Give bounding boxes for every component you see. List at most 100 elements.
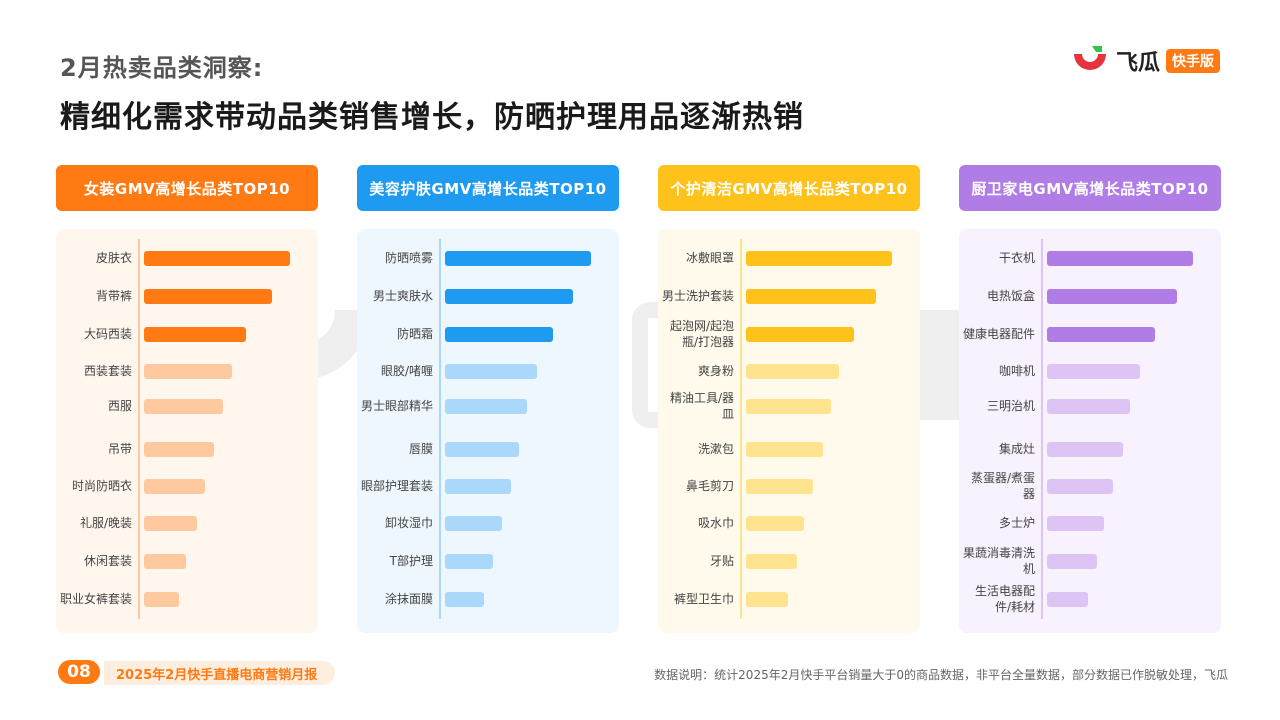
chart-bar (445, 289, 573, 304)
chart-bar (746, 554, 797, 569)
chart-axis-line (740, 239, 742, 619)
chart-bar (746, 399, 831, 414)
category-label: 男士眼部精华 (360, 399, 433, 413)
chart-row: 职业女裤套装 (56, 580, 318, 618)
logo-text: 飞瓜 (1115, 51, 1160, 76)
category-label: 裤型卫生巾 (673, 592, 734, 606)
chart-panel-4: 厨卫家电GMV高增长品类TOP10 干衣机 电热饭盒 健康电器配件 咖啡机 三明治机 集成灶… (959, 165, 1221, 633)
chart-plot-area: 冰敷眼罩 男士洗护套装 起泡网/起泡瓶/打泡器 爽身粉 精油工具/器皿 洗漱包 鼻毛剪刀 吸水… (658, 229, 920, 633)
chart-bar (445, 479, 511, 494)
chart-row: 精油工具/器皿 (658, 387, 920, 425)
chart-row: 裤型卫生巾 (658, 580, 920, 618)
category-label: 吸水巾 (697, 516, 734, 530)
chart-bar (445, 251, 591, 266)
category-label: 防晒霜 (396, 327, 433, 341)
category-label: 生活电器配件/耗材 (974, 584, 1035, 614)
chart-row: 集成灶 (959, 430, 1221, 468)
chart-title: 女装GMV高增长品类TOP10 (56, 165, 318, 211)
chart-title: 个护清洁GMV高增长品类TOP10 (658, 165, 920, 211)
chart-bar (144, 327, 246, 342)
report-name: 2025年2月快手直播电商营销月报 (104, 661, 336, 685)
chart-bar (144, 251, 290, 266)
chart-row: 三明治机 (959, 387, 1221, 425)
chart-bar (445, 399, 527, 414)
page-number: 08 (58, 660, 100, 684)
category-label: 男士洗护套装 (661, 289, 734, 303)
chart-bar (1047, 592, 1088, 607)
chart-bar (445, 592, 484, 607)
chart-row: 蒸蛋器/煮蛋器 (959, 467, 1221, 505)
chart-bar (144, 442, 214, 457)
chart-row: 时尚防晒衣 (56, 467, 318, 505)
chart-row: 咖啡机 (959, 352, 1221, 390)
category-label: 卸妆湿巾 (384, 516, 433, 530)
chart-panel-1: 女装GMV高增长品类TOP10 皮肤衣背带裤大码西装西装套装西服吊带时尚防晒衣礼服… (56, 165, 318, 633)
category-label: 咖啡机 (998, 364, 1035, 378)
chart-row: 果蔬消毒清洗机 (959, 542, 1221, 580)
category-label: 礼服/晚装 (79, 516, 132, 530)
chart-bar (445, 327, 553, 342)
category-label: 大码西装 (83, 327, 132, 341)
category-label: 眼部护理套装 (360, 479, 433, 493)
chart-bar (144, 364, 232, 379)
chart-title: 厨卫家电GMV高增长品类TOP10 (959, 165, 1221, 211)
chart-bar (746, 442, 823, 457)
chart-bar (1047, 442, 1123, 457)
category-label: T部护理 (389, 554, 433, 568)
chart-bar (144, 516, 197, 531)
chart-bar (144, 592, 179, 607)
brand-logo: 飞瓜 快手版 (1070, 44, 1220, 78)
chart-bar (445, 442, 519, 457)
chart-row: 吊带 (56, 430, 318, 468)
chart-plot-area: 干衣机 电热饭盒 健康电器配件 咖啡机 三明治机 集成灶 蒸蛋器/煮蛋器 多士炉 果蔬消毒清洗机… (959, 229, 1221, 633)
chart-row: 西装套装 (56, 352, 318, 390)
category-label: 皮肤衣 (95, 251, 132, 265)
chart-row: 多士炉 (959, 504, 1221, 542)
chart-row: 大码西装 (56, 315, 318, 353)
chart-row: 男士眼部精华 (357, 387, 619, 425)
category-label: 果蔬消毒清洗机 (962, 546, 1035, 576)
chart-row: 电热饭盒 (959, 277, 1221, 315)
category-label: 唇膜 (408, 442, 433, 456)
report-headline: 精细化需求带动品类销售增长，防晒护理用品逐渐热销 (60, 100, 804, 135)
chart-bar (144, 399, 223, 414)
chart-row: 吸水巾 (658, 504, 920, 542)
chart-bar (144, 554, 186, 569)
chart-row: 干衣机 (959, 239, 1221, 277)
chart-row: 牙贴 (658, 542, 920, 580)
category-label: 干衣机 (998, 251, 1035, 265)
chart-row: 眼胶/啫喱 (357, 352, 619, 390)
chart-row: 礼服/晚装 (56, 504, 318, 542)
chart-bar (746, 479, 813, 494)
chart-bar (1047, 251, 1193, 266)
chart-panel-2: 美容护肤GMV高增长品类TOP10 防晒喷雾 男士爽肤水 防晒霜 眼胶/啫喱 男士眼部精华… (357, 165, 619, 633)
chart-row: 休闲套装 (56, 542, 318, 580)
chart-bar (445, 364, 537, 379)
category-label: 三明治机 (986, 399, 1035, 413)
chart-plot-area: 防晒喷雾 男士爽肤水 防晒霜 眼胶/啫喱 男士眼部精华 唇膜 眼部护理套装 卸妆湿巾 T部护理涂… (357, 229, 619, 633)
category-label: 集成灶 (998, 442, 1035, 456)
chart-row: 鼻毛剪刀 (658, 467, 920, 505)
chart-row: 洗漱包 (658, 430, 920, 468)
chart-axis-line (1041, 239, 1043, 619)
chart-row: 男士爽肤水 (357, 277, 619, 315)
chart-row: 背带裤 (56, 277, 318, 315)
chart-bar (445, 516, 502, 531)
chart-bar (746, 327, 854, 342)
category-label: 精油工具/器皿 (669, 391, 734, 421)
category-label: 多士炉 (998, 516, 1035, 530)
category-label: 吊带 (107, 442, 132, 456)
chart-row: 皮肤衣 (56, 239, 318, 277)
chart-bar (1047, 479, 1113, 494)
category-label: 鼻毛剪刀 (685, 479, 734, 493)
category-label: 职业女裤套装 (59, 592, 132, 606)
category-label: 蒸蛋器/煮蛋器 (970, 471, 1035, 501)
category-label: 背带裤 (95, 289, 132, 303)
chart-panel-3: 个护清洁GMV高增长品类TOP10 冰敷眼罩 男士洗护套装 起泡网/起泡瓶/打泡器 爽身… (658, 165, 920, 633)
chart-bar (746, 289, 876, 304)
category-label: 西服 (107, 399, 132, 413)
chart-row: 起泡网/起泡瓶/打泡器 (658, 315, 920, 353)
chart-bar (1047, 327, 1155, 342)
category-label: 电热饭盒 (986, 289, 1035, 303)
chart-row: 涂抹面膜 (357, 580, 619, 618)
